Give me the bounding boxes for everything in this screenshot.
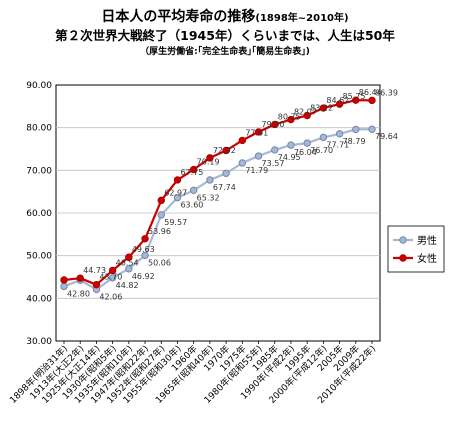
chart-title-range: (1898年~2010年): [255, 13, 349, 24]
data-label-female: 67.75: [180, 168, 203, 177]
data-point-female: [141, 235, 149, 243]
data-point-male: [254, 152, 263, 160]
data-point-male: [271, 146, 279, 154]
data-point-female: [92, 280, 101, 289]
legend-marker-female: [399, 254, 407, 262]
data-label-male: 42.80: [67, 289, 90, 298]
data-label-female: 80.75: [278, 112, 301, 121]
data-point-female: [271, 120, 279, 129]
data-point-female: [222, 146, 230, 155]
y-tick-label: 80.00: [26, 124, 52, 134]
data-point-male: [238, 159, 247, 167]
data-point-female: [60, 276, 68, 284]
data-label-male: 63.60: [180, 201, 203, 210]
data-label-male: 42.06: [99, 293, 122, 302]
data-label-female: 85.75: [343, 92, 366, 101]
data-point-male: [287, 141, 295, 149]
data-point-female: [254, 128, 263, 136]
data-label-male: 46.92: [132, 272, 155, 281]
data-point-female: [287, 115, 295, 124]
data-label-female: 72.92: [213, 146, 236, 155]
data-point-male: [222, 169, 230, 177]
data-label-male: 71.79: [245, 166, 268, 175]
data-label-female: 70.19: [197, 158, 220, 167]
data-point-female: [157, 196, 165, 205]
data-point-female: [76, 274, 84, 282]
data-point-male: [319, 133, 328, 142]
data-label-male: 59.57: [164, 218, 187, 227]
data-point-female: [189, 165, 198, 174]
data-label-male: 76.04: [294, 148, 317, 157]
data-label-female: 53.96: [148, 227, 171, 236]
legend-box: [387, 225, 445, 273]
data-point-female: [352, 96, 360, 104]
data-label-female: 62.97: [164, 188, 187, 197]
chart-title-main: 日本人の平均寿命の推移: [101, 9, 256, 25]
data-point-female: [173, 176, 182, 184]
data-label-male: 44.82: [116, 281, 139, 290]
data-label-male: 74.95: [278, 153, 301, 162]
data-point-female: [108, 266, 117, 275]
data-label-male: 73.57: [262, 159, 285, 168]
data-label-female: 77.01: [245, 128, 268, 137]
y-tick-label: 40.00: [26, 294, 52, 304]
chart-subtitle: 第２次世界大戦終了（1945年）くらいまでは、人生は50年: [55, 28, 395, 43]
data-label-female: 86.44: [359, 88, 382, 97]
data-label-female: 84.62: [326, 96, 349, 105]
data-point-female: [238, 136, 247, 145]
data-point-female: [303, 111, 311, 120]
data-point-male: [141, 251, 149, 260]
data-label-female: 49.63: [132, 245, 155, 254]
data-label-male: 77.71: [326, 140, 349, 149]
data-label-male: 65.32: [197, 193, 220, 202]
data-point-male: [303, 139, 311, 147]
legend-label-female: 女性: [417, 252, 437, 265]
data-point-female: [319, 104, 328, 112]
data-label-female: 43.70: [99, 273, 122, 282]
data-label-female: 86.39: [375, 88, 398, 97]
y-tick-label: 90.00: [26, 81, 52, 91]
data-point-male: [335, 130, 344, 138]
data-label-female: 44.73: [83, 266, 106, 275]
y-tick-label: 30.00: [26, 337, 52, 347]
chart-source: （厚生労働省:｢完全生命表｣｢簡易生命表｣): [140, 47, 310, 57]
data-point-male: [352, 125, 360, 134]
data-point-male: [125, 265, 133, 273]
data-label-male: 76.70: [310, 146, 333, 155]
data-label-male: 78.79: [343, 137, 366, 146]
data-point-female: [335, 100, 344, 108]
chart-title: 日本人の平均寿命の推移(1898年~2010年): [0, 6, 450, 26]
data-label-male: 67.74: [213, 183, 236, 192]
data-label-male: 50.06: [148, 258, 171, 267]
data-point-male: [368, 125, 376, 133]
legend-marker-male: [399, 236, 407, 244]
legend-label-male: 男性: [417, 234, 437, 247]
data-label-male: 79.64: [375, 132, 398, 141]
data-label-female: 79.00: [262, 120, 285, 129]
data-point-female: [368, 96, 376, 105]
data-point-female: [206, 154, 214, 162]
data-label-female: 82.07: [294, 108, 317, 117]
y-tick-label: 50.00: [26, 252, 52, 262]
y-tick-label: 70.00: [26, 166, 52, 176]
data-point-male: [189, 186, 198, 195]
y-tick-label: 60.00: [26, 209, 52, 219]
data-point-male: [157, 211, 165, 219]
data-point-male: [108, 274, 117, 282]
data-label-female: 83.22: [310, 104, 333, 113]
data-point-male: [206, 176, 214, 184]
data-point-male: [173, 193, 182, 202]
data-label-female: 46.54: [116, 258, 139, 267]
data-point-female: [125, 253, 133, 261]
